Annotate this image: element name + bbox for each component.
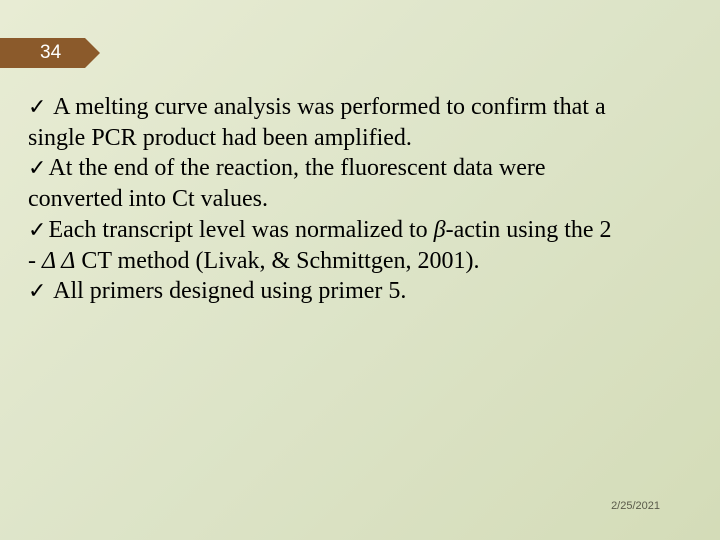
bullet-3-line-1: ✓Each transcript level was normalized to… xyxy=(28,215,692,246)
footer-date: 2/25/2021 xyxy=(611,500,660,512)
slide-content: ✓ A melting curve analysis was performed… xyxy=(28,92,692,307)
bullet-3-text-after-beta: -actin using the 2 xyxy=(446,217,612,243)
bullet-1-line-2: single PCR product had been amplified. xyxy=(28,123,692,154)
bullet-3-line2-after-delta: CT method (Livak, & Schmittgen, 2001). xyxy=(75,248,479,274)
check-icon: ✓ xyxy=(28,155,46,180)
slide-number-arrow xyxy=(85,38,100,68)
beta-symbol: β xyxy=(434,217,446,243)
slide-number-bar: 34 xyxy=(0,38,100,68)
slide-number: 34 xyxy=(0,38,85,68)
bullet-1-line-1: ✓ A melting curve analysis was performed… xyxy=(28,92,692,123)
bullet-4-line-1: ✓ All primers designed using primer 5. xyxy=(28,276,692,307)
bullet-3-text-before-beta: Each transcript level was normalized to xyxy=(48,217,433,243)
bullet-2-text-a: At the end of the reaction, the fluoresc… xyxy=(48,155,545,181)
delta-symbol: Δ Δ xyxy=(42,248,75,274)
bullet-2-line-2: converted into Ct values. xyxy=(28,184,692,215)
bullet-3-line2-before-delta: - xyxy=(28,248,42,274)
check-icon: ✓ xyxy=(28,278,46,303)
check-icon: ✓ xyxy=(28,217,46,242)
bullet-1-text-a: A melting curve analysis was performed t… xyxy=(48,94,605,120)
bullet-2-line-1: ✓At the end of the reaction, the fluores… xyxy=(28,153,692,184)
check-icon: ✓ xyxy=(28,94,46,119)
bullet-3-line-2: - Δ Δ CT method (Livak, & Schmittgen, 20… xyxy=(28,246,692,277)
bullet-4-text: All primers designed using primer 5. xyxy=(48,278,406,304)
